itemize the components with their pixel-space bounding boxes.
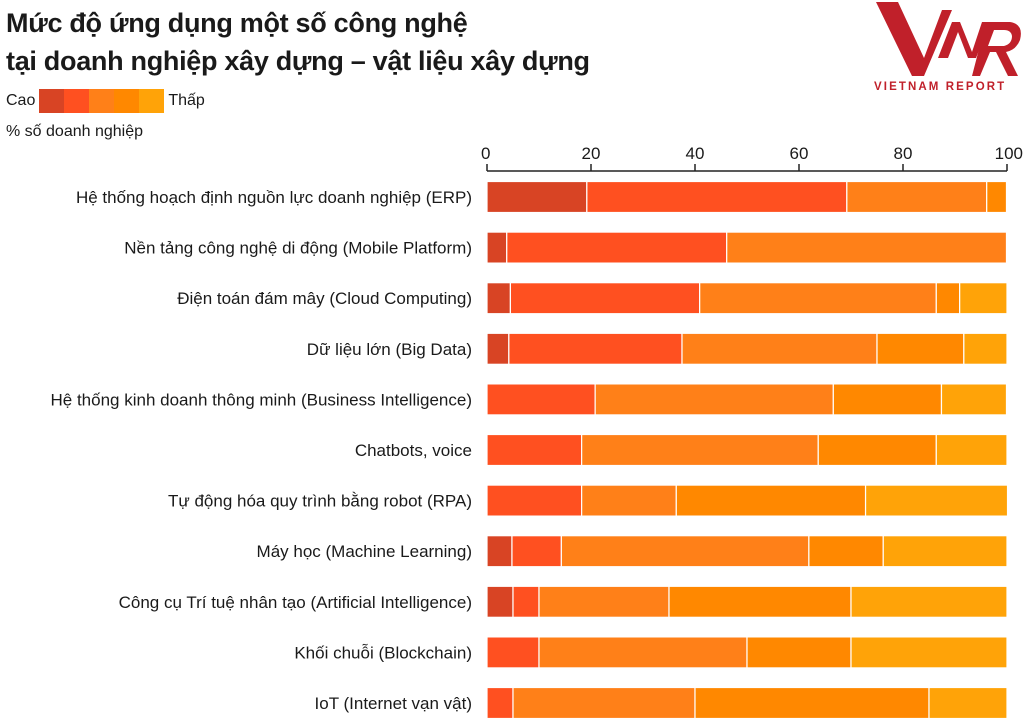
bar-segment-level-5 — [959, 282, 1008, 315]
title-line-2: tại doanh nghiệp xây dựng – vật liệu xây… — [6, 46, 590, 76]
title-line-1: Mức độ ứng dụng một số công nghệ — [6, 8, 468, 38]
bar-segment-level-5 — [935, 433, 1008, 467]
category-label: Hệ thống hoạch định nguồn lực doanh nghi… — [76, 188, 472, 207]
x-tick-label: 20 — [582, 144, 601, 163]
category-label: Chatbots, voice — [355, 441, 472, 460]
vnr-logo: VIETNAM REPORT — [868, 0, 1024, 100]
bar-segment-level-4 — [694, 686, 930, 720]
bar-segment-level-3 — [681, 332, 878, 365]
bar-segment-level-4 — [668, 585, 852, 618]
legend-swatch-2 — [64, 89, 90, 113]
x-tick-label: 80 — [894, 144, 913, 163]
bar-segment-level-2 — [486, 484, 583, 517]
category-label: Dữ liệu lớn (Big Data) — [307, 340, 472, 359]
bar-segment-level-2 — [486, 686, 514, 720]
bar-segment-level-2 — [486, 433, 583, 467]
bar-segment-level-2 — [486, 383, 596, 416]
bar-segment-level-5 — [882, 535, 1008, 568]
bar-segment-level-4 — [746, 636, 852, 669]
legend-high-level-label: Cao — [6, 92, 36, 109]
bar-segment-level-2 — [486, 636, 540, 669]
bar-segment-level-4 — [832, 383, 943, 416]
bar-segment-level-1 — [486, 231, 508, 264]
category-label: Điện toán đám mây (Cloud Computing) — [177, 289, 472, 308]
bar-segment-level-4 — [986, 180, 1008, 214]
bar-segment-level-3 — [560, 535, 810, 568]
bar-segment-level-5 — [940, 383, 1008, 416]
bar-segment-level-4 — [935, 282, 961, 315]
bar-segment-level-5 — [864, 484, 1009, 517]
bar-segment-level-5 — [850, 636, 1008, 669]
category-label: Nền tảng công nghệ di động (Mobile Platf… — [124, 239, 472, 258]
bar-segment-level-4 — [876, 332, 965, 365]
bar-segment-level-1 — [486, 180, 588, 214]
legend: Cao Thấp — [6, 89, 205, 113]
bar-segment-level-2 — [511, 535, 562, 568]
x-tick-label: 100 — [995, 144, 1023, 163]
legend-low-level-label: Thấp — [168, 92, 205, 109]
bar-segment-level-2 — [586, 180, 848, 214]
bar-segment-level-4 — [808, 535, 884, 568]
chart-title: Mức độ ứng dụng một số công nghệ tại doa… — [6, 4, 590, 80]
bar-segment-level-2 — [509, 282, 701, 315]
bar-segment-level-5 — [963, 332, 1008, 365]
unit-label: % số doanh nghiệp — [6, 123, 143, 140]
legend-swatches — [39, 89, 165, 113]
category-label: IoT (Internet vạn vật) — [315, 694, 472, 713]
bar-segment-level-2 — [508, 332, 683, 365]
x-tick-label: 0 — [481, 144, 490, 163]
legend-swatch-5 — [139, 89, 165, 113]
bar-segment-level-3 — [699, 282, 937, 315]
bar-segment-level-1 — [486, 282, 511, 315]
legend-swatch-1 — [39, 89, 65, 113]
bar-segment-level-3 — [538, 585, 670, 618]
bar-segment-level-3 — [512, 686, 696, 720]
bar-segment-level-3 — [538, 636, 748, 669]
legend-swatch-4 — [114, 89, 140, 113]
bar-segment-level-4 — [675, 484, 867, 517]
svg-text:VIETNAM REPORT: VIETNAM REPORT — [874, 81, 1006, 93]
bar-segment-level-5 — [850, 585, 1008, 618]
bar-segment-level-3 — [846, 180, 988, 214]
category-label: Hệ thống kinh doanh thông minh (Business… — [51, 390, 473, 409]
bar-segment-level-1 — [486, 332, 510, 365]
bar-segment-level-5 — [928, 686, 1008, 720]
bar-segment-level-3 — [594, 383, 834, 416]
bar-segment-level-2 — [506, 231, 728, 264]
bar-segment-level-4 — [817, 433, 937, 467]
legend-swatch-3 — [89, 89, 115, 113]
bar-segment-level-1 — [486, 585, 514, 618]
bar-segment-level-1 — [486, 535, 513, 568]
bar-segment-level-2 — [512, 585, 540, 618]
category-label: Tự động hóa quy trình bằng robot (RPA) — [168, 492, 472, 511]
category-label: Công cụ Trí tuệ nhân tạo (Artificial Int… — [119, 593, 472, 612]
bar-segment-level-3 — [581, 484, 677, 517]
category-label: Khối chuỗi (Blockchain) — [294, 643, 472, 662]
x-tick-label: 60 — [790, 144, 809, 163]
bar-segment-level-3 — [726, 231, 1008, 264]
category-label: Máy học (Machine Learning) — [257, 542, 472, 561]
bar-segment-level-3 — [581, 433, 819, 467]
x-tick-label: 40 — [686, 144, 705, 163]
